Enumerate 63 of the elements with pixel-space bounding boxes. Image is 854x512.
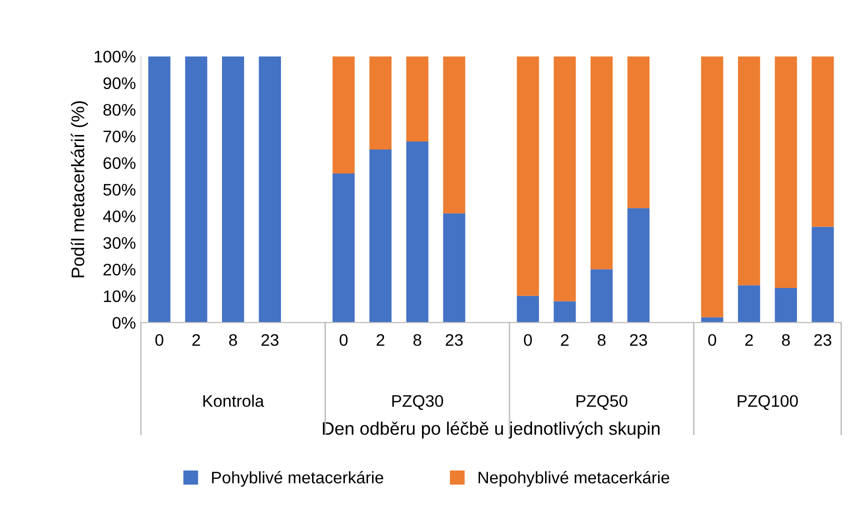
text: PZQ30 (392, 395, 444, 410)
bar (148, 56, 170, 323)
x-tick-label: 0 (340, 334, 348, 346)
bar (738, 285, 760, 323)
x-tick-label: 23 (814, 334, 832, 346)
bar (627, 208, 650, 323)
x-tick-label: 2 (560, 334, 569, 346)
bar (812, 226, 834, 323)
bar (774, 288, 797, 323)
bar (774, 56, 797, 288)
bar (443, 56, 466, 214)
x-tick-label: 23 (261, 334, 278, 346)
bar (738, 56, 760, 286)
x-tick-label: 8 (782, 334, 790, 346)
y-tick-label: 0% (112, 316, 136, 329)
bar (332, 173, 355, 323)
bar (627, 56, 650, 208)
y-tick-label: 80% (103, 104, 136, 116)
x-tick-label: 8 (598, 334, 606, 346)
bar (812, 56, 834, 227)
x-tick-label: 8 (413, 334, 422, 346)
legend-label: Nepohyblivé metacerkárie (478, 471, 670, 487)
y-tick-label: 10% (104, 290, 136, 302)
y-tick-label: 20% (104, 264, 136, 276)
bar (554, 301, 576, 323)
bar (443, 213, 466, 323)
y-tick-label: 100% (94, 50, 136, 63)
text: Kontrola (203, 394, 264, 407)
x-tick-label: 2 (192, 334, 200, 346)
x-tick-label: 23 (630, 334, 648, 346)
bar (185, 56, 208, 323)
bar (258, 56, 281, 323)
bar (590, 56, 613, 270)
bar (369, 150, 392, 323)
bar (554, 56, 576, 302)
y-axis-title: Podíl metacerkárií (%) (70, 101, 88, 278)
bar (590, 269, 613, 323)
y-tick-label: 90% (103, 77, 136, 90)
text: PZQ100 (738, 395, 798, 410)
bar (516, 296, 539, 323)
bar (406, 142, 428, 323)
bar (222, 56, 244, 323)
bar (406, 56, 428, 142)
bar (369, 56, 392, 150)
x-tick-label: 2 (376, 334, 384, 346)
bar (332, 56, 355, 174)
x-tick-label: 0 (524, 334, 532, 346)
legend-label: Pohyblivé metacerkárie (212, 471, 384, 487)
x-tick-label: 8 (229, 334, 237, 346)
x-tick-label: 2 (745, 334, 753, 346)
x-axis-title: Den odběru po léčbě u jednotlivých skupin (322, 421, 660, 438)
x-tick-label: 0 (708, 334, 716, 346)
text: PZQ50 (576, 395, 628, 410)
bar (701, 317, 724, 323)
x-tick-label: 23 (446, 334, 463, 346)
y-tick-label: 40% (103, 210, 136, 222)
x-tick-label: 0 (155, 334, 164, 346)
bar (701, 56, 724, 318)
y-tick-label: 50% (103, 184, 136, 196)
bar (516, 56, 539, 296)
y-tick-label: 70% (104, 130, 136, 142)
y-tick-label: 60% (104, 157, 136, 170)
y-tick-label: 30% (103, 237, 136, 249)
